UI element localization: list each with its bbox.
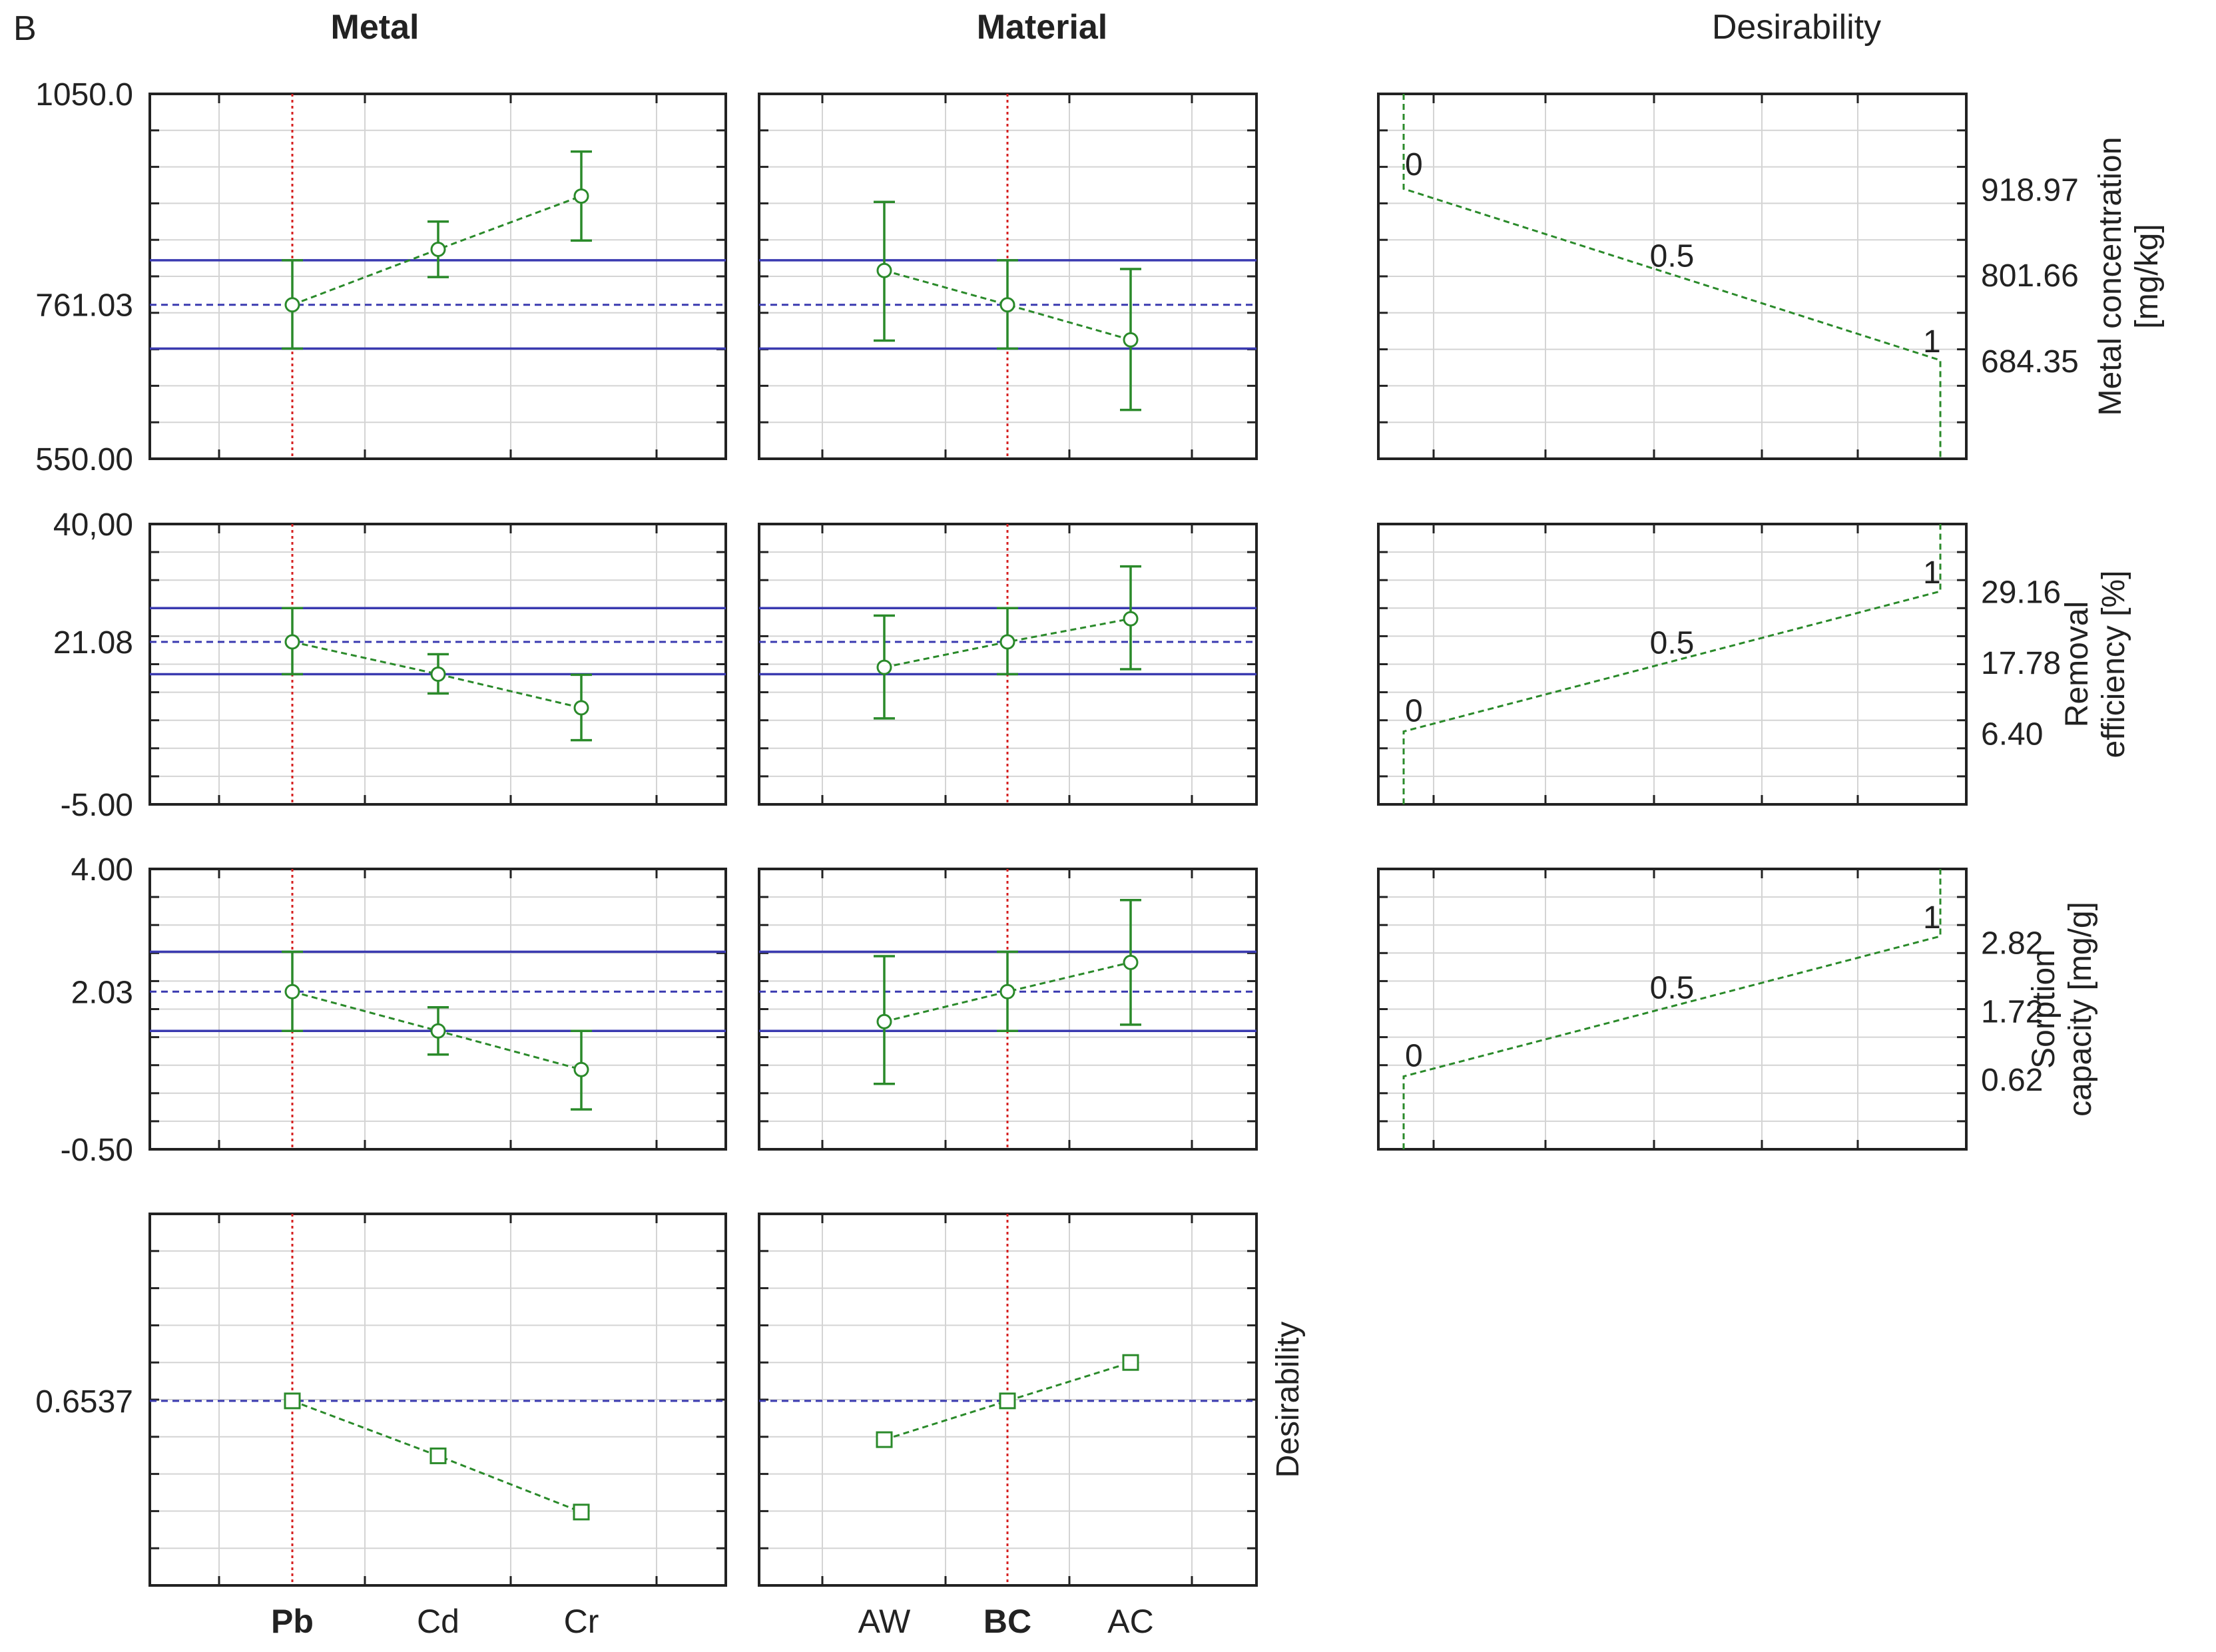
material-point-BC <box>999 297 1015 313</box>
desirability-function-metal-concentration-frame <box>1377 93 1968 460</box>
sorption-capacity-desirability-value-label: 0.62 <box>1981 1063 2043 1098</box>
metal-category-label-Cd: Cd <box>417 1603 459 1640</box>
metal-sorption-capacity-frame <box>148 868 727 1151</box>
desirability-function-removal-efficiency-plot: 00.51 <box>1377 523 1968 806</box>
metal-column-title: Metal <box>331 8 419 47</box>
desirability-label-1: 1 <box>1923 900 1941 936</box>
desirability-function-removal-efficiency-frame <box>1377 523 1968 806</box>
metal-point-Cd <box>430 241 446 257</box>
metal-point-Cr <box>573 1504 590 1521</box>
metal-concentration-axis-label: Metal concentration <box>2093 137 2128 416</box>
material-point-BC <box>999 634 1015 650</box>
metal-point-Cr <box>573 700 589 716</box>
sorption-capacity-desirability-value-label: 2.82 <box>1981 926 2043 961</box>
sorption-capacity-desirability-value-label: 1.72 <box>1981 994 2043 1029</box>
metal-category-label-Cr: Cr <box>564 1603 599 1640</box>
metal-point-Cr <box>573 188 589 204</box>
desirability-label-half: 0.5 <box>1650 970 1695 1005</box>
metal-series-line <box>292 195 582 306</box>
removal-efficiency-desirability-value-label: 6.40 <box>1981 716 2043 752</box>
desirability-label-0: 0 <box>1405 1039 1423 1074</box>
metal-point-Pb <box>284 634 300 650</box>
metal-point-Pb <box>284 983 300 999</box>
desirability-label-half: 0.5 <box>1650 625 1695 661</box>
material-point-AC <box>1123 332 1139 348</box>
material-point-BC <box>999 1392 1016 1410</box>
metal-removal-efficiency-frame <box>148 523 727 806</box>
desirability-label-1: 1 <box>1923 555 1941 591</box>
metal-concentration-axis-label: [mg/kg] <box>2129 224 2165 328</box>
material-metal-concentration-plot <box>758 93 1258 460</box>
removal-efficiency-ytick-label: 40,00 <box>53 507 133 543</box>
removal-efficiency-ytick-label: 21.08 <box>53 625 133 661</box>
desirability-function-curve <box>1402 869 1942 1149</box>
material-point-AC <box>1122 1354 1139 1371</box>
sorption-capacity-axis-label: Sorption <box>2026 950 2062 1069</box>
metal-point-Cd <box>430 1023 446 1039</box>
removal-efficiency-desirability-value-label: 29.16 <box>1981 575 2061 610</box>
material-sorption-capacity-plot <box>758 868 1258 1151</box>
overall-desirability-ytick-label: 0.6537 <box>35 1384 133 1420</box>
metal-concentration-ytick-label: 1050.0 <box>35 77 133 113</box>
material-point-AW <box>876 659 892 675</box>
desirability-label-0: 0 <box>1405 694 1423 729</box>
overall-desirability-axis-label: Desirability <box>1270 1322 1306 1478</box>
sorption-capacity-ytick-label: 2.03 <box>71 975 133 1010</box>
desirability-column-title: Desirability <box>1712 8 1881 47</box>
metal-metal-concentration-frame <box>148 93 727 460</box>
material-category-label-AC: AC <box>1107 1603 1153 1640</box>
material-series-line <box>884 269 1131 341</box>
sorption-capacity-axis-label: capacity [mg/g] <box>2063 902 2098 1117</box>
material-removal-efficiency-plot <box>758 523 1258 806</box>
material-series-line <box>884 1361 1131 1441</box>
metal-point-Pb <box>284 297 300 313</box>
removal-efficiency-axis-label: efficiency [%] <box>2096 571 2131 758</box>
material-point-AW <box>876 1013 892 1029</box>
metal-point-Cd <box>430 666 446 682</box>
metal-removal-efficiency-plot <box>148 523 727 806</box>
material-column-title: Material <box>977 8 1108 47</box>
material-point-AW <box>876 1431 893 1448</box>
chart-root: 1050.0 761.03 550.00 Metal concentration [mg… <box>35 77 2165 1640</box>
metal-concentration-desirability-value-label: 684.35 <box>1981 344 2079 380</box>
metal-sorption-capacity-plot <box>148 868 727 1151</box>
metal-point-Pb <box>284 1392 301 1410</box>
desirability-function-sorption-capacity-frame <box>1377 868 1968 1151</box>
material-series-line <box>884 961 1131 1023</box>
panel-letter: B <box>13 9 37 48</box>
material-category-label-AW: AW <box>858 1603 911 1640</box>
material-overall-desirability-plot <box>758 1213 1258 1587</box>
material-point-AW <box>876 262 892 278</box>
material-point-BC <box>999 983 1015 999</box>
metal-metal-concentration-plot <box>148 93 727 460</box>
desirability-function-curve <box>1402 524 1942 804</box>
material-point-AC <box>1123 954 1139 970</box>
removal-efficiency-axis-label: Removal <box>2060 601 2095 727</box>
material-point-AC <box>1123 611 1139 627</box>
desirability-label-0: 0 <box>1405 147 1423 182</box>
desirability-function-metal-concentration-plot: 00.51 <box>1377 93 1968 460</box>
metal-concentration-ytick-label: 550.00 <box>35 442 133 477</box>
metal-concentration-desirability-value-label: 801.66 <box>1981 258 2079 294</box>
metal-category-label-Pb: Pb <box>271 1603 314 1640</box>
desirability-function-sorption-capacity-plot: 00.51 <box>1377 868 1968 1151</box>
metal-point-Cr <box>573 1061 589 1077</box>
metal-concentration-desirability-value-label: 918.97 <box>1981 173 2079 208</box>
metal-overall-desirability-plot <box>148 1213 727 1587</box>
material-category-label-BC: BC <box>983 1603 1031 1640</box>
sorption-capacity-ytick-label: 4.00 <box>71 852 133 888</box>
metal-series-line <box>292 1400 582 1514</box>
removal-efficiency-ytick-label: -5.00 <box>61 788 133 823</box>
desirability-label-half: 0.5 <box>1650 238 1695 274</box>
removal-efficiency-desirability-value-label: 17.78 <box>1981 646 2061 681</box>
metal-concentration-ytick-label: 761.03 <box>35 288 133 324</box>
metal-point-Cd <box>429 1447 447 1464</box>
sorption-capacity-ytick-label: -0.50 <box>61 1133 133 1168</box>
metal-overall-desirability-frame <box>148 1213 727 1587</box>
desirability-label-1: 1 <box>1923 324 1941 360</box>
